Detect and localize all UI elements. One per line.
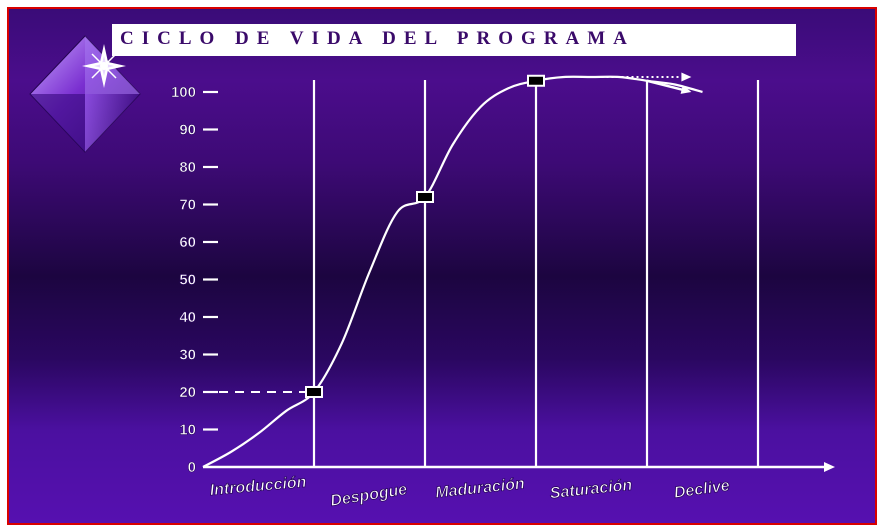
y-tick-label: 0: [188, 459, 196, 476]
title-banner: CICLO DE VIDA DEL PROGRAMA: [112, 24, 796, 56]
sparkle-icon: [82, 44, 126, 88]
stage-label: Maduración: [434, 475, 525, 501]
chart-title: CICLO DE VIDA DEL PROGRAMA: [120, 28, 635, 49]
y-tick-label: 100: [171, 84, 196, 101]
stage-label: Despogue: [329, 481, 408, 510]
y-tick-label: 30: [179, 347, 196, 364]
y-tick-label: 90: [179, 122, 196, 139]
stage-label: Saturación: [549, 477, 633, 503]
diamond-logo-icon: [29, 35, 141, 153]
y-tick-label: 80: [179, 159, 196, 176]
arrowhead-icon: [681, 72, 692, 82]
y-tick-label: 50: [179, 272, 196, 289]
stage-label: Introducción: [209, 474, 307, 499]
x-axis-arrow-icon: [824, 462, 835, 472]
stage-marker: [305, 386, 323, 398]
y-tick-label: 70: [179, 197, 196, 214]
stage-marker: [527, 74, 545, 87]
y-tick-label: 60: [179, 234, 196, 251]
stage-marker: [416, 191, 434, 203]
arrowhead-icon: [680, 85, 692, 94]
y-tick-label: 10: [179, 422, 196, 439]
plot-area: 0 10 20 30 40 50 60 70 80 90 100 Introducción Despog…: [171, 72, 835, 510]
y-tick-label: 20: [179, 384, 196, 401]
life-cycle-curve: [202, 75, 703, 468]
slide-frame: [7, 7, 877, 525]
projection-solid-arrow: [646, 79, 684, 92]
stage-label: Declive: [673, 477, 731, 502]
y-tick-label: 40: [179, 309, 196, 326]
